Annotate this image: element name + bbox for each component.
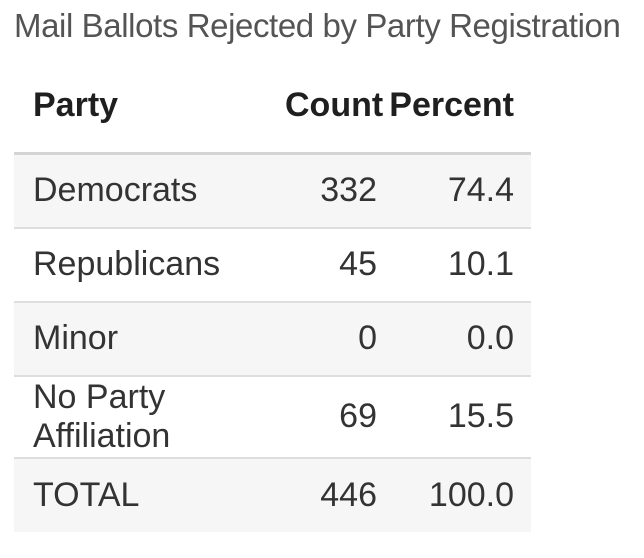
party-cell: Republicans [33, 245, 221, 283]
percent-cell: 0.0 [466, 319, 514, 357]
table-row-democrats: Democrats 332 74.4 [14, 153, 531, 228]
count-cell: 0 [358, 319, 377, 357]
table-header: Party Count Percent [14, 45, 531, 154]
count-cell: 69 [339, 397, 377, 435]
table-row-minor: Minor 0 0.0 [14, 301, 531, 376]
party-cell: Democrats [33, 171, 198, 210]
party-cell: TOTAL [33, 475, 140, 514]
table-body: Democrats 332 74.4 Republicans 45 10.1 M… [14, 153, 531, 532]
percent-cell: 15.5 [447, 397, 514, 435]
table-row-total: TOTAL 446 100.0 [14, 457, 531, 532]
percent-cell: 74.4 [447, 171, 514, 210]
column-header-party: Party [14, 45, 284, 154]
chart-title: Mail Ballots Rejected by Party Registrat… [14, 7, 621, 44]
percent-cell: 10.1 [447, 245, 514, 283]
count-cell: 332 [320, 171, 377, 210]
count-cell: 45 [339, 245, 377, 283]
party-cell: No Party Affiliation [33, 377, 171, 455]
table-row-no-party-affiliation: No Party Affiliation 69 15.5 [14, 375, 531, 458]
header-row: Party Count Percent [14, 45, 531, 154]
party-cell: Minor [33, 319, 119, 357]
column-header-count: Count [284, 45, 383, 154]
table-row-republicans: Republicans 45 10.1 [14, 227, 531, 302]
data-table: Party Count Percent Democrats 332 74.4 R… [14, 45, 531, 532]
column-header-percent: Percent [378, 45, 531, 154]
count-cell: 446 [320, 475, 377, 514]
percent-cell: 100.0 [428, 475, 514, 514]
